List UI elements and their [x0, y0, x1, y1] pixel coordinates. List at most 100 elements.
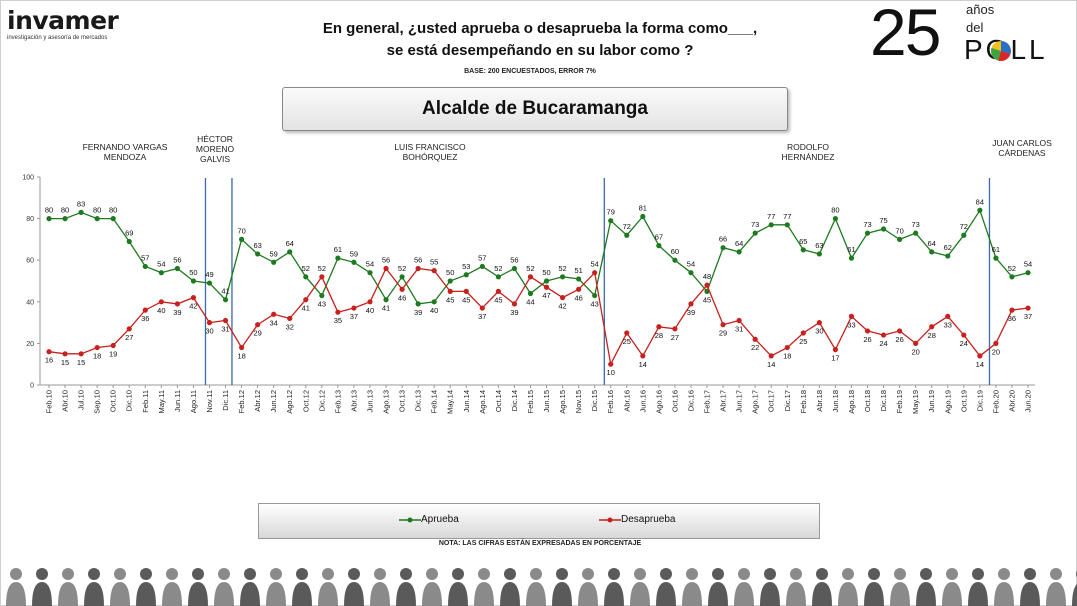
data-label-desaprueba: 37	[478, 312, 486, 321]
data-label-aprueba: 61	[992, 245, 1000, 254]
data-label-desaprueba: 41	[302, 304, 310, 313]
logo-wordmark: invamer	[7, 6, 119, 35]
x-tick-label: Feb.14	[430, 390, 439, 413]
data-point-aprueba	[608, 218, 614, 224]
data-point-desaprueba	[688, 301, 694, 307]
data-point-aprueba	[945, 253, 951, 259]
data-label-desaprueba: 36	[1008, 314, 1016, 323]
x-tick-label: Ago.14	[478, 390, 487, 414]
x-tick-label: Oct.14	[494, 390, 503, 412]
data-point-desaprueba	[415, 265, 421, 272]
period-label: CÁRDENAS	[998, 148, 1046, 158]
person-silhouette-icon	[656, 568, 676, 606]
y-tick-label: 40	[26, 299, 34, 306]
person-silhouette-icon	[136, 568, 156, 606]
x-tick-label: Ago.18	[847, 390, 856, 414]
data-label-desaprueba: 20	[911, 347, 919, 356]
crowd-silhouettes	[6, 568, 1077, 606]
data-label-aprueba: 80	[61, 206, 69, 215]
anniversary-anos: años	[966, 2, 995, 17]
data-label-aprueba: 73	[911, 220, 919, 229]
period-label: LUIS FRANCISCO	[394, 142, 466, 152]
data-label-aprueba: 60	[671, 247, 679, 256]
x-tick-label: Ago.15	[558, 390, 567, 414]
data-label-desaprueba: 40	[157, 306, 165, 315]
data-point-aprueba	[222, 297, 229, 303]
data-point-aprueba	[527, 290, 534, 297]
data-point-aprueba	[110, 216, 116, 222]
data-point-desaprueba	[367, 299, 373, 305]
data-point-desaprueba	[961, 332, 967, 338]
x-tick-label: Ago.12	[285, 390, 294, 414]
person-silhouette-icon	[942, 568, 962, 606]
person-silhouette-icon	[188, 568, 208, 606]
data-point-desaprueba	[238, 344, 245, 351]
x-tick-label: Jun.14	[462, 390, 471, 413]
data-label-desaprueba: 22	[751, 343, 759, 352]
person-silhouette-icon	[266, 568, 286, 606]
data-label-aprueba: 73	[863, 220, 871, 229]
data-point-aprueba	[672, 257, 678, 263]
data-label-desaprueba: 31	[735, 325, 743, 334]
data-point-aprueba	[206, 280, 213, 286]
data-label-aprueba: 52	[398, 264, 406, 273]
data-point-desaprueba	[800, 330, 806, 336]
person-silhouette-icon	[396, 568, 416, 606]
period-label: FERNANDO VARGAS	[83, 142, 168, 152]
data-point-desaprueba	[559, 295, 566, 301]
person-silhouette-icon	[760, 568, 780, 606]
logo-tagline: investigación y asesoría de mercados	[7, 35, 108, 41]
data-label-aprueba: 50	[189, 268, 197, 277]
data-label-aprueba: 56	[510, 256, 518, 265]
data-label-aprueba: 59	[350, 249, 358, 258]
x-tick-label: Feb.20	[991, 390, 1000, 413]
data-point-aprueba	[126, 238, 132, 245]
period-label: RODOLFO	[787, 142, 829, 152]
x-tick-label: Abr.10	[61, 390, 70, 412]
data-point-desaprueba	[720, 322, 726, 328]
data-point-desaprueba	[351, 305, 357, 311]
data-label-aprueba: 54	[687, 260, 695, 269]
data-label-desaprueba: 28	[928, 331, 936, 340]
person-silhouette-icon	[968, 568, 988, 606]
data-point-desaprueba	[126, 326, 132, 332]
data-label-aprueba: 77	[767, 212, 775, 221]
legend-desaprueba-label: Desaprueba	[621, 514, 676, 525]
data-point-aprueba	[624, 232, 630, 238]
data-label-desaprueba: 17	[831, 354, 839, 363]
data-point-desaprueba	[945, 313, 951, 319]
x-tick-label: Nov.15	[574, 390, 583, 413]
x-tick-label: Feb.17	[703, 390, 712, 413]
legend-aprueba-swatch	[399, 517, 421, 522]
chart-title-box: Alcalde de Bucaramanga	[282, 87, 788, 131]
data-point-desaprueba	[78, 351, 84, 357]
x-tick-label: Dic.19	[975, 390, 984, 411]
data-label-aprueba: 65	[799, 237, 807, 246]
data-point-desaprueba	[832, 347, 839, 353]
data-label-desaprueba: 45	[494, 295, 502, 304]
data-point-aprueba	[640, 213, 646, 220]
data-label-desaprueba: 39	[687, 308, 695, 317]
data-label-aprueba: 40	[430, 306, 438, 315]
data-label-desaprueba: 45	[446, 295, 454, 304]
period-label: MORENO	[196, 144, 235, 154]
data-point-aprueba	[319, 292, 325, 299]
data-label-aprueba: 69	[125, 228, 133, 237]
data-label-desaprueba: 28	[655, 331, 663, 340]
invamer-logo: invamer investigación y asesoría de merc…	[7, 6, 119, 42]
data-point-aprueba	[511, 265, 518, 272]
data-label-desaprueba: 18	[783, 352, 791, 361]
person-silhouette-icon	[318, 568, 338, 606]
period-label: HERNÁNDEZ	[782, 152, 835, 162]
anniversary-del: del	[966, 20, 984, 35]
data-point-desaprueba	[768, 353, 774, 359]
data-label-desaprueba: 15	[61, 358, 69, 367]
data-point-desaprueba	[46, 349, 52, 355]
data-label-aprueba: 80	[93, 206, 101, 215]
x-tick-label: Abr.17	[719, 390, 728, 412]
data-label-aprueba: 72	[960, 222, 968, 231]
data-point-aprueba	[399, 274, 405, 280]
data-label-aprueba: 64	[928, 239, 936, 248]
data-point-desaprueba	[592, 270, 598, 276]
chart-legend: Aprueba Desaprueba	[258, 503, 820, 539]
